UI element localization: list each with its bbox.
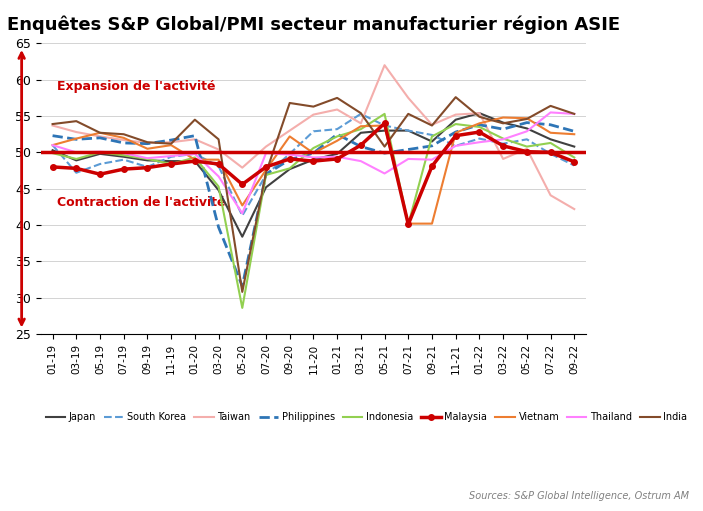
Text: Sources: S&P Global Intelligence, Ostrum AM: Sources: S&P Global Intelligence, Ostrum… (469, 491, 689, 501)
Legend: Japan, South Korea, Taiwan, Philippines, Indonesia, Malaysia, Vietnam, Thailand,: Japan, South Korea, Taiwan, Philippines,… (46, 412, 688, 422)
Text: Contraction de l'activité: Contraction de l'activité (57, 196, 226, 209)
Text: Expansion de l'activité: Expansion de l'activité (57, 80, 216, 92)
Title: Enquêtes S&P Global/PMI secteur manufacturier région ASIE: Enquêtes S&P Global/PMI secteur manufact… (7, 15, 620, 34)
